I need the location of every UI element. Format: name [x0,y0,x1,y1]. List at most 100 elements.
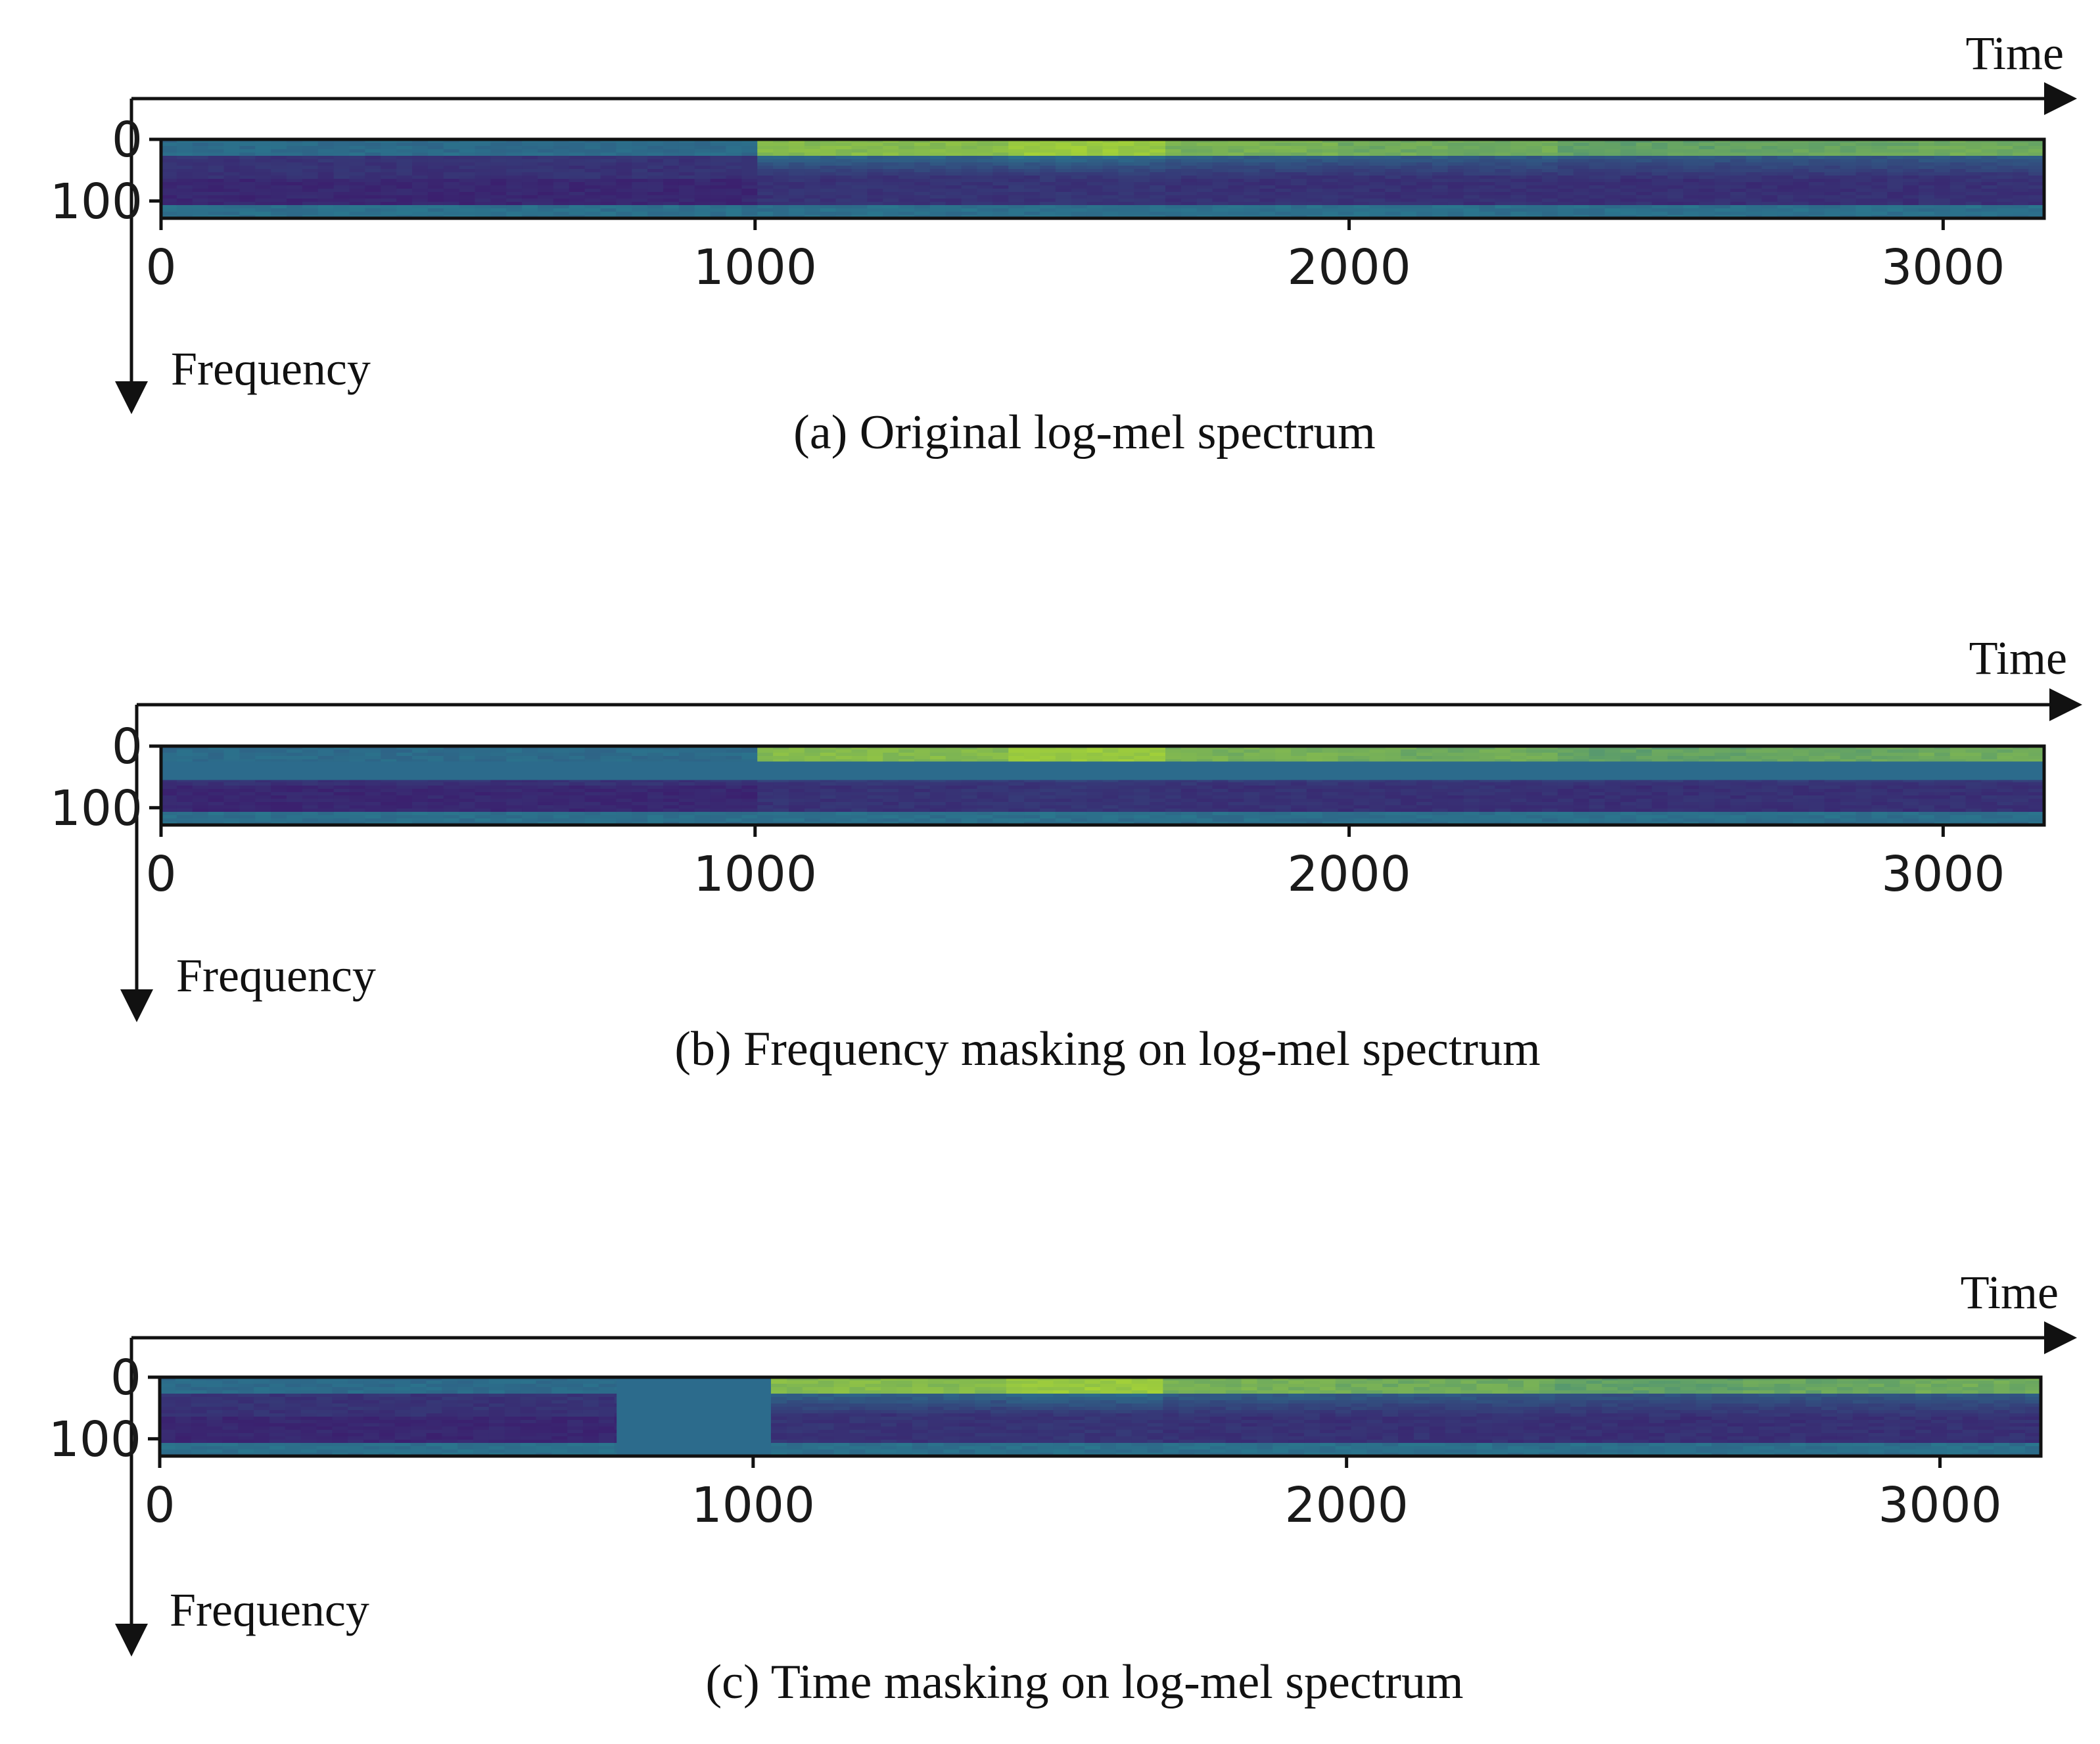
spectrogram-cell [1040,792,1056,796]
spectrogram-cell [1291,812,1307,816]
spectrogram-cell [239,782,256,786]
spectrogram-cell [820,149,837,153]
spectrogram-cell [2028,208,2045,212]
spectrogram-cell [616,202,633,206]
spectrogram-cell [161,185,177,189]
spectrogram-cell [239,153,256,156]
spectrogram-cell [1573,153,1590,156]
spectrogram-cell [287,799,303,803]
spectrogram-cell [1212,176,1229,179]
spectrogram-cell [992,795,1010,799]
spectrogram-cell [522,182,538,186]
spectrogram-cell [396,162,413,166]
spectrogram-cell [1698,156,1715,160]
spectrogram-cell [851,805,868,809]
spectrogram-cell [1322,815,1339,819]
spectrogram-cell [1040,189,1056,193]
spectrogram-cell [412,759,429,763]
spectrogram-cell [1212,162,1229,166]
spectrogram-cell [333,759,350,763]
spectrogram-cell [1668,208,1684,212]
spectrogram-cell [600,212,617,216]
spectrogram-cell [365,185,382,189]
spectrogram-cell [381,202,397,206]
spectrogram-cell [287,189,303,193]
spectrogram-cell [443,176,460,179]
spectrogram-cell [883,153,899,156]
spectrogram-cell [1306,143,1323,147]
spectrogram-cell [1228,805,1245,809]
spectrogram-cell [223,812,241,816]
spectrogram-cell [1291,185,1307,189]
spectrogram-cell [1165,182,1182,186]
spectrogram-cell [1495,809,1512,813]
spectrogram-cell [600,756,617,760]
spectrogram-cell [961,795,978,799]
spectrogram-cell [1055,172,1072,176]
spectrogram-cell [945,153,962,156]
spectrogram-cell [287,205,303,209]
spectrogram-cell [1526,746,1543,750]
spectrogram-cell [302,782,319,786]
spectrogram-cell [1871,139,1888,143]
spectrogram-cell [1134,162,1150,166]
spectrogram-cell [1338,799,1355,803]
spectrogram-cell [208,205,225,209]
spectrogram-cell [835,756,852,760]
spectrogram-cell [1369,805,1386,809]
spectrogram-cell [1040,756,1056,760]
spectrogram-cell [208,749,225,753]
spectrogram-cell [1887,166,1903,170]
spectrogram-cell [1698,202,1715,206]
spectrogram-cell [647,795,664,799]
spectrogram-cell [883,172,899,176]
spectrogram-cell [1134,199,1150,202]
spectrogram-cell [1291,143,1307,147]
spectrogram-cell [317,746,335,750]
spectrogram-cell [961,212,978,216]
spectrogram-cell [1291,802,1307,806]
spectrogram-cell [1244,782,1261,786]
spectrogram-cell [490,192,507,196]
spectrogram-cell [1636,176,1652,179]
spectrogram-cell [1840,149,1857,153]
spectrogram-cell [1871,179,1888,183]
spectrogram-cell [1714,169,1731,173]
spectrogram-cell [1432,156,1449,160]
spectrogram-cell [569,166,586,170]
spectrogram-cell [538,172,554,176]
spectrogram-cell [1071,205,1088,209]
spectrogram-cell [1557,156,1574,160]
spectrogram-cell [1353,818,1370,822]
spectrogram-cell [192,786,209,790]
spectrogram-cell [1055,176,1072,179]
spectrogram-cell [1118,153,1135,156]
spectrogram-cell [600,139,617,143]
spectrogram-cell [1510,782,1527,786]
spectrogram-cell [1855,199,1873,202]
spectrogram-cell [1463,166,1480,170]
spectrogram-cell [1024,176,1040,179]
spectrogram-cell [789,812,805,816]
spectrogram-cell [2028,179,2045,183]
spectrogram-cell [804,205,821,209]
spectrogram-cell [977,818,994,822]
spectrogram-cell [1557,162,1574,166]
spectrogram-cell [867,179,884,183]
spectrogram-cell [1212,149,1229,153]
spectrogram-cell [929,212,946,216]
spectrogram-cell [396,189,413,193]
spectrogram-cell [663,759,680,763]
spectrogram-cell [317,143,335,147]
spectrogram-cell [1180,179,1198,183]
spectrogram-cell [271,789,287,793]
spectrogram-cell [992,146,1010,150]
spectrogram-cell [223,156,241,160]
spectrogram-cell [1698,169,1715,173]
spectrogram-cell [867,799,884,803]
spectrogram-cell [223,208,241,212]
spectrogram-cell [396,792,413,796]
spectrogram-cell [161,792,177,796]
spectrogram-cell [1949,139,1967,143]
spectrogram-cell [616,805,633,809]
